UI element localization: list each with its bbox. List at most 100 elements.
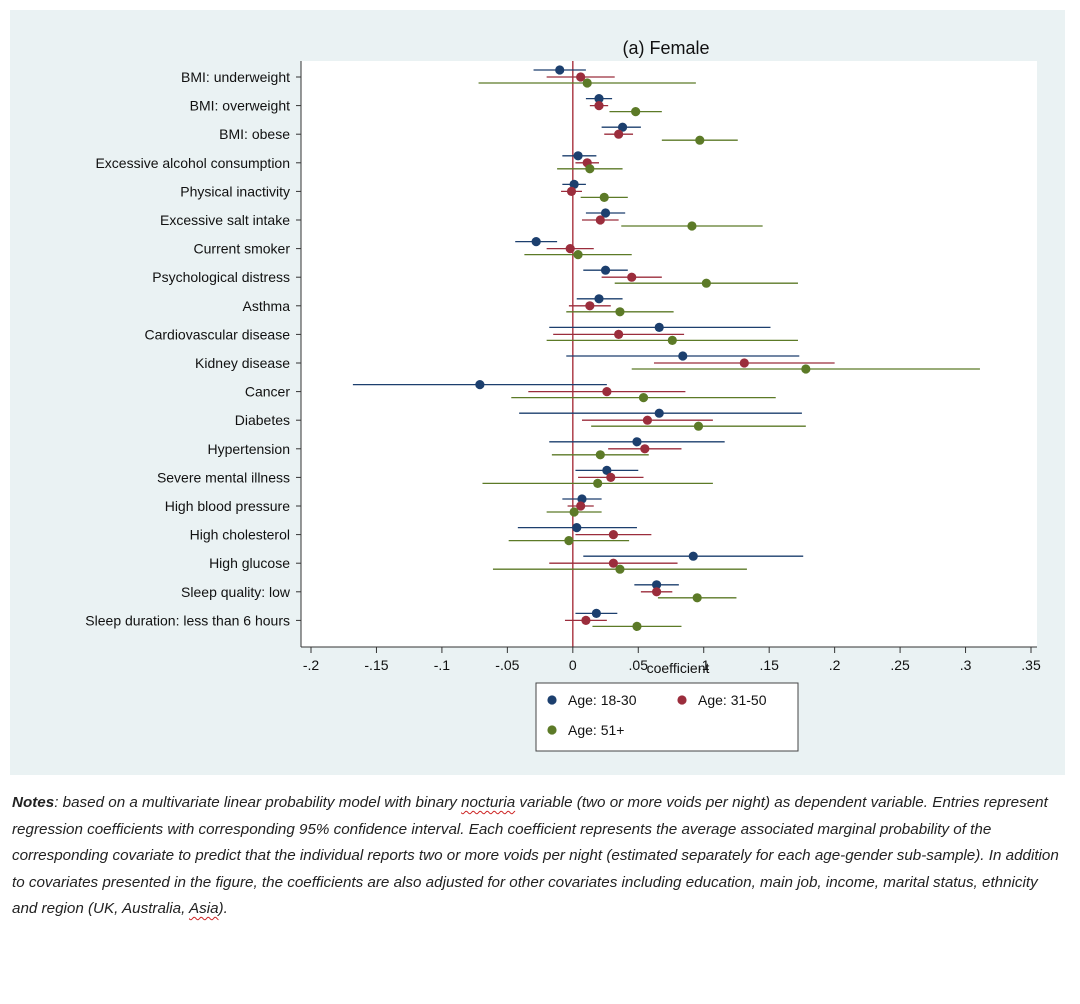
data-point: [577, 494, 587, 504]
x-tick-label: .15: [759, 657, 779, 673]
x-tick-label: 0: [569, 657, 577, 673]
data-point: [632, 621, 642, 632]
category-label: Hypertension: [208, 441, 291, 457]
data-point: [608, 530, 619, 540]
data-point: [632, 437, 642, 447]
data-point: [566, 186, 577, 196]
data-point: [573, 151, 583, 161]
data-point: [576, 501, 586, 511]
data-point: [652, 587, 662, 597]
x-tick-label: .2: [829, 657, 841, 673]
data-point: [591, 608, 601, 619]
notes-paragraph: Notes: based on a multivariate linear pr…: [12, 790, 1062, 923]
category-label: Excessive alcohol consumption: [95, 155, 290, 171]
data-point: [582, 78, 592, 88]
data-point: [615, 307, 625, 317]
notes-text-1: : based on a multivariate linear probabi…: [54, 794, 462, 811]
notes-label: Notes: [12, 794, 55, 811]
chart-panel: (a) Female BMI: underweight BMI: overweig…: [10, 10, 1065, 775]
data-point: [572, 523, 582, 533]
data-point: [602, 465, 612, 475]
data-point: [614, 329, 624, 339]
category-label: High blood pressure: [165, 498, 291, 514]
data-point: [667, 335, 677, 345]
data-point: [600, 208, 611, 218]
data-point: [569, 179, 579, 189]
data-point: [606, 472, 616, 482]
data-point: [640, 444, 650, 454]
data-point: [631, 107, 641, 117]
x-axis-title: coefficient: [647, 660, 710, 676]
data-point: [569, 507, 579, 517]
notes-text-2: variable (two or more voids per night) a…: [12, 794, 1059, 917]
x-tick-label: -.1: [434, 657, 451, 673]
category-label: BMI: obese: [219, 126, 290, 142]
data-point: [594, 101, 604, 111]
category-label: Sleep duration: less than 6 hours: [85, 612, 290, 628]
x-tick-label: .3: [960, 657, 972, 673]
data-point: [692, 593, 702, 603]
data-point: [564, 536, 574, 546]
data-point: [565, 244, 575, 254]
data-point: [688, 551, 698, 561]
notes-word-asia: Asia: [189, 900, 219, 917]
notes-text-3: ).: [218, 900, 228, 917]
plot-layer: [352, 61, 980, 647]
legend-label: Age: 18-30: [568, 692, 637, 708]
data-point: [602, 387, 612, 397]
x-tick-label: .25: [890, 657, 910, 673]
data-point: [617, 122, 628, 132]
legend-label: Age: 51+: [568, 722, 624, 738]
category-label: High glucose: [209, 555, 290, 571]
data-point: [599, 192, 609, 202]
data-point: [695, 135, 705, 145]
data-point: [475, 380, 485, 390]
category-label: Current smoker: [194, 241, 291, 257]
category-label: Asthma: [243, 298, 291, 314]
x-tick-label: .05: [629, 657, 649, 673]
legend: Age: 18-30 Age: 31-50 Age: 51+: [535, 682, 799, 752]
x-tick-label: -.05: [495, 657, 519, 673]
category-label: Severe mental illness: [157, 469, 290, 485]
data-point: [627, 272, 637, 282]
data-point: [573, 250, 583, 260]
data-point: [555, 65, 565, 75]
data-point: [638, 393, 649, 403]
x-tick-label: -.15: [364, 657, 388, 673]
data-point: [531, 237, 541, 247]
data-point: [614, 129, 624, 139]
data-point: [701, 278, 711, 288]
legend-box: [535, 682, 799, 752]
category-label: Psychological distress: [152, 269, 290, 285]
data-point: [608, 558, 619, 568]
data-point: [654, 322, 664, 332]
data-point: [581, 615, 591, 626]
category-label: Cancer: [245, 384, 290, 400]
plot-area: [301, 61, 1037, 647]
category-label: Physical inactivity: [180, 183, 290, 199]
data-point: [594, 94, 604, 104]
data-point: [693, 421, 704, 431]
coefficient-plot: (a) Female BMI: underweight BMI: overweig…: [85, 38, 1041, 752]
chart-title: (a) Female: [622, 38, 709, 58]
data-point: [595, 450, 605, 460]
data-point: [585, 301, 595, 311]
category-label: BMI: overweight: [190, 98, 290, 114]
data-point: [642, 415, 653, 425]
data-point: [739, 358, 749, 368]
data-point: [576, 72, 586, 82]
x-axis: BMI: underweight BMI: overweight BMI: obes…: [85, 61, 1041, 673]
data-point: [595, 215, 605, 225]
x-tick-label: .1: [698, 657, 710, 673]
category-label: Cardiovascular disease: [144, 326, 290, 342]
data-point: [654, 408, 664, 418]
category-label: Diabetes: [235, 412, 290, 428]
data-point: [678, 351, 688, 361]
data-point: [600, 265, 611, 275]
data-point: [585, 164, 595, 174]
legend-label: Age: 31-50: [698, 692, 767, 708]
category-label: Excessive salt intake: [160, 212, 290, 228]
notes-word-nocturia: nocturia: [461, 794, 516, 811]
data-point: [593, 478, 603, 488]
legend-marker: [547, 695, 557, 705]
